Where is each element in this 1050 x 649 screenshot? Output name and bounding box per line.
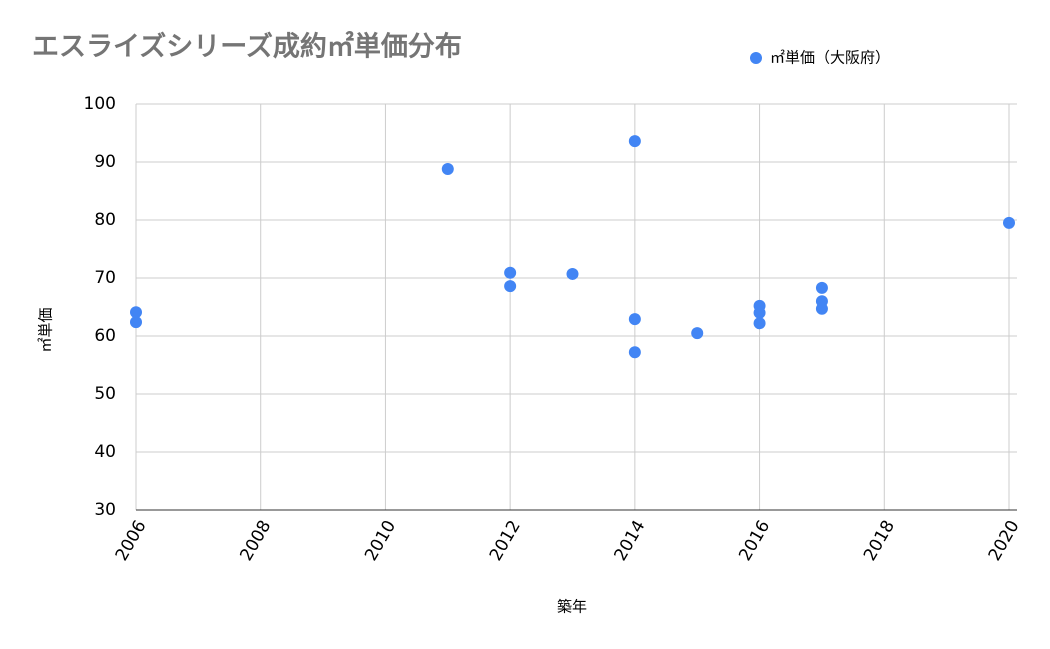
- point: [628, 313, 641, 326]
- point: [504, 266, 517, 279]
- legend-label: ㎡単価（大阪府）: [770, 49, 890, 67]
- y-tick-label: 70: [94, 268, 116, 288]
- point: [815, 281, 828, 294]
- point: [130, 316, 142, 329]
- y-tick-label: 90: [94, 152, 116, 172]
- x-tick-label: 2020: [985, 517, 1024, 564]
- point: [628, 346, 641, 359]
- point: [566, 267, 579, 280]
- chart-title: エスライズシリーズ成約㎡単価分布: [32, 31, 462, 63]
- x-axis-label: 築年: [557, 598, 587, 616]
- point: [1003, 216, 1015, 229]
- point: [815, 302, 828, 315]
- point: [691, 327, 704, 340]
- x-tick-label: 2010: [361, 517, 400, 564]
- x-tick-label: 2006: [112, 517, 151, 564]
- point: [504, 280, 517, 293]
- legend-marker: [750, 52, 762, 64]
- point: [753, 306, 766, 319]
- point: [130, 306, 142, 319]
- x-tick-label: 2016: [735, 517, 774, 564]
- point: [628, 135, 641, 148]
- x-tick-label: 2014: [611, 517, 650, 564]
- y-axis-label: ㎡単価: [37, 307, 55, 352]
- x-tick-label: 2018: [860, 517, 899, 564]
- x-tick-label: 2008: [236, 517, 275, 564]
- point: [441, 162, 454, 175]
- y-tick-label: 100: [84, 94, 116, 114]
- y-tick-label: 50: [94, 384, 116, 404]
- y-tick-label: 30: [94, 500, 116, 520]
- x-tick-label: 2012: [486, 517, 525, 564]
- y-tick-label: 40: [94, 442, 116, 462]
- point: [753, 317, 766, 330]
- y-tick-label: 80: [94, 210, 116, 230]
- y-tick-label: 60: [94, 326, 116, 346]
